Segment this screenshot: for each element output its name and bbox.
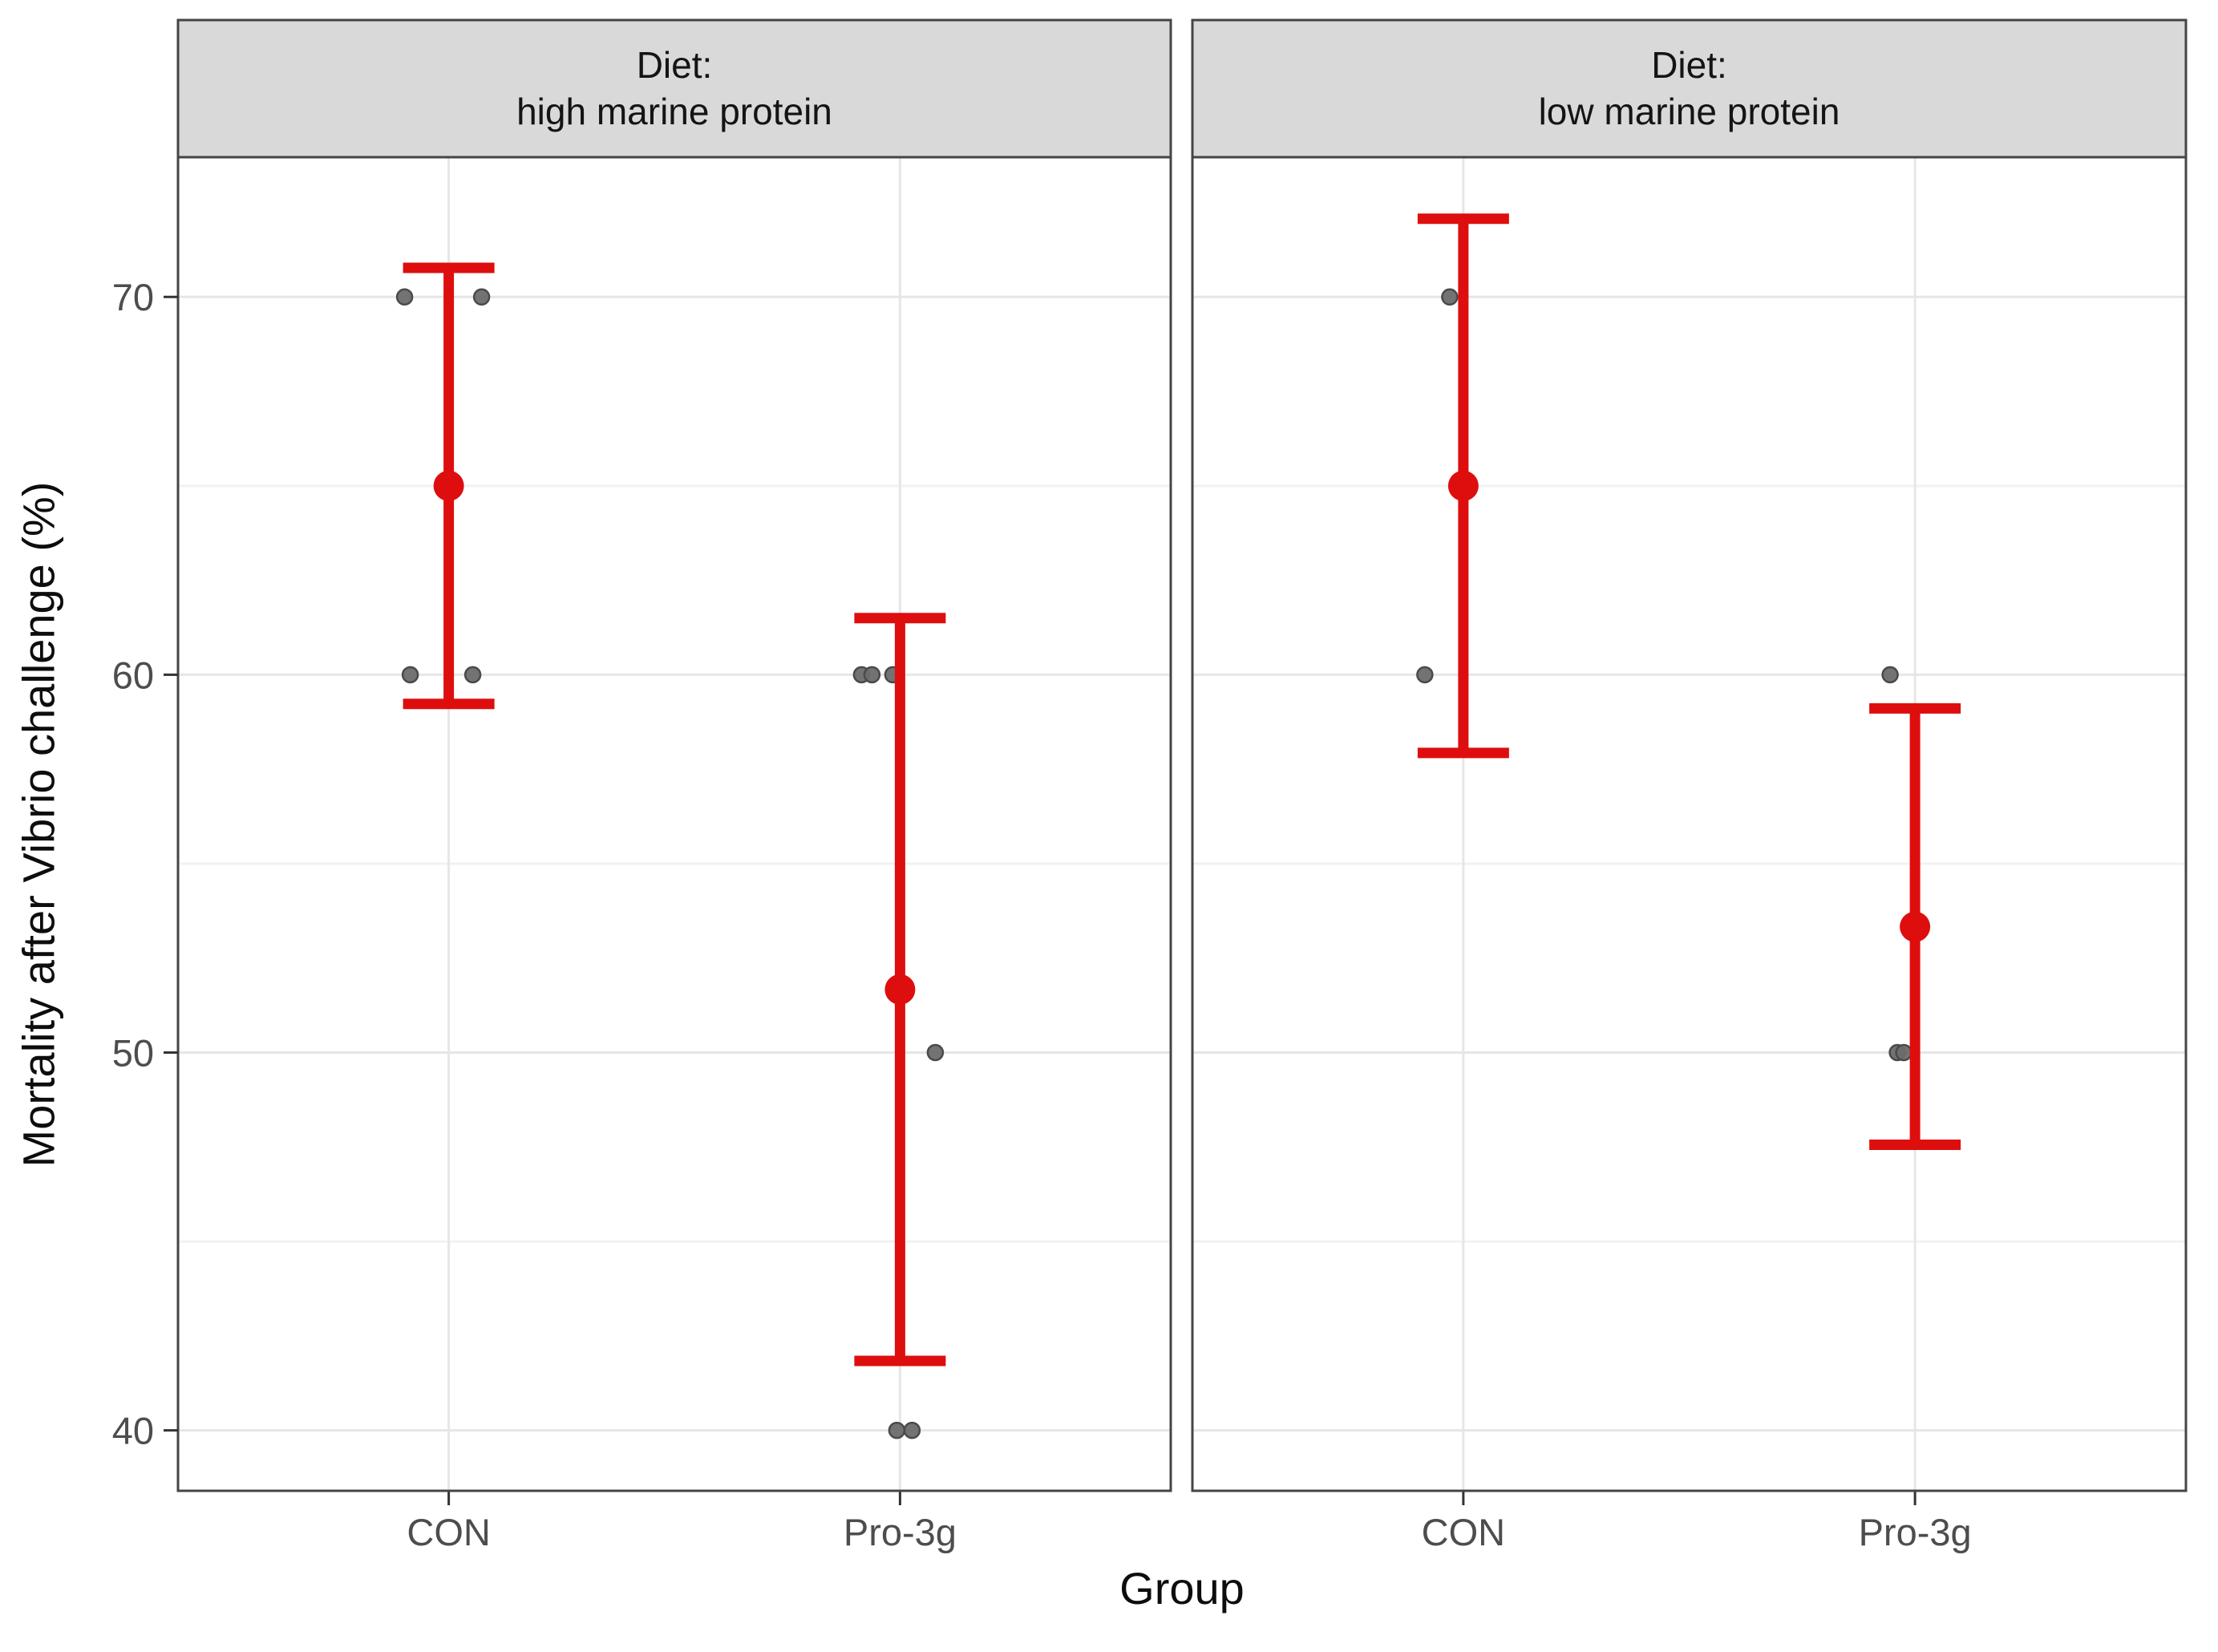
data-point (1881, 666, 1899, 684)
y-axis-title: Mortality after Vibrio challenge (%) (13, 481, 64, 1168)
y-tick-label: 70 (112, 276, 154, 318)
y-tick-label: 50 (112, 1031, 154, 1074)
data-point (463, 666, 482, 684)
strip-line1: Diet: (636, 44, 713, 87)
facet-strip-rect (1191, 18, 2188, 159)
data-point (863, 666, 881, 684)
x-axis-title: Group (1119, 1563, 1245, 1614)
strip-line2: low marine protein (1538, 90, 1840, 132)
x-tick-label: CON (407, 1511, 490, 1553)
facet-strip-low-marine-protein: Diet: low marine protein (1192, 22, 2186, 155)
y-tick-label: 40 (112, 1410, 154, 1452)
panel-background (1192, 157, 2186, 1491)
x-tick-label: CON (1422, 1511, 1505, 1553)
mean-point (1900, 911, 1931, 942)
data-point (1895, 1043, 1912, 1062)
data-point (472, 288, 491, 306)
strip-line1: Diet: (1651, 44, 1727, 87)
data-point (395, 288, 414, 306)
data-point (401, 666, 419, 684)
data-point (888, 1421, 906, 1439)
panel-border (1191, 156, 2188, 1492)
strip-line2: high marine protein (516, 90, 832, 132)
panel-border (176, 156, 1172, 1492)
data-point (1416, 666, 1434, 684)
y-tick-label: 60 (112, 654, 154, 696)
data-point (1441, 288, 1459, 306)
mean-point (884, 974, 916, 1005)
facet-strip-high-marine-protein: Diet: high marine protein (178, 22, 1171, 155)
data-point (903, 1421, 921, 1439)
x-tick-label: Pro-3g (1859, 1511, 1972, 1553)
mean-point (1447, 470, 1479, 501)
facet-strip-rect (176, 18, 1172, 159)
mean-point (433, 470, 464, 501)
panel-background (178, 157, 1171, 1491)
data-point (926, 1043, 945, 1062)
x-tick-label: Pro-3g (844, 1511, 957, 1553)
